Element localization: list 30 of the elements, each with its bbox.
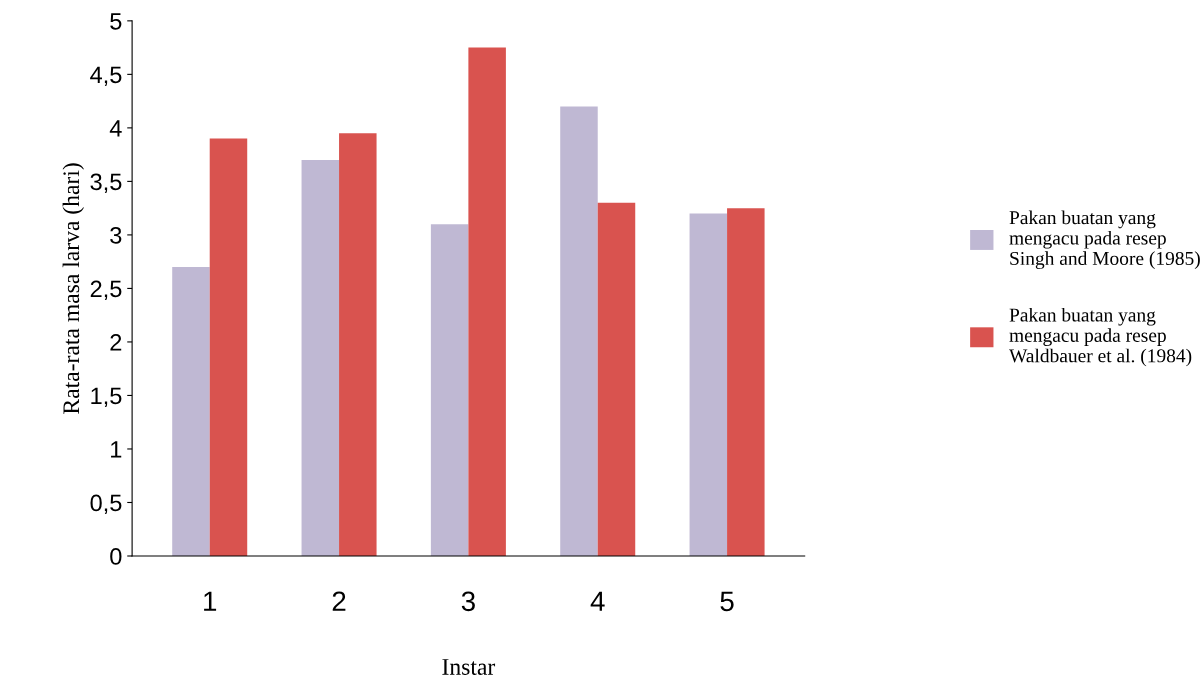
bar	[339, 133, 377, 556]
y-tick-label: 0	[110, 548, 122, 565]
bar	[689, 213, 728, 556]
y-tick-label: 5	[110, 13, 122, 30]
bar	[468, 47, 506, 556]
y-tick-label: 2,5	[90, 280, 122, 300]
y-tick-label: 4	[109, 120, 122, 137]
x-tick-label: 2	[332, 591, 346, 611]
x-axis-title: Instar	[442, 659, 496, 675]
x-tick-label: 4	[590, 591, 605, 611]
bar	[560, 106, 598, 556]
bar	[209, 138, 248, 556]
bar	[172, 267, 210, 556]
y-tick-label: 1	[111, 441, 122, 458]
y-tick-label: 2	[110, 334, 122, 351]
y-tick-label: 0,5	[90, 494, 122, 515]
legend-label: Pakan buatan yang mengacu pada resep Waldbauer et al. (1984)	[1009, 307, 1192, 367]
x-tick-label: 3	[461, 591, 475, 612]
y-tick-label: 3	[110, 226, 122, 244]
bar	[430, 224, 469, 556]
x-tick-label: 1	[204, 591, 217, 611]
bar	[597, 202, 636, 556]
y-tick-label: 1,5	[91, 387, 122, 408]
y-axis-title: Rata-rata masa larva (hari)	[62, 163, 85, 414]
bar	[727, 208, 765, 556]
y-tick-label: 3,5	[90, 173, 122, 193]
y-tick-label: 4,5	[90, 66, 122, 86]
bar	[301, 159, 340, 556]
x-tick-label: 5	[720, 591, 734, 612]
legend-label: Pakan buatan yang mengacu pada resep Singh and Moore (1985)	[1009, 210, 1200, 270]
